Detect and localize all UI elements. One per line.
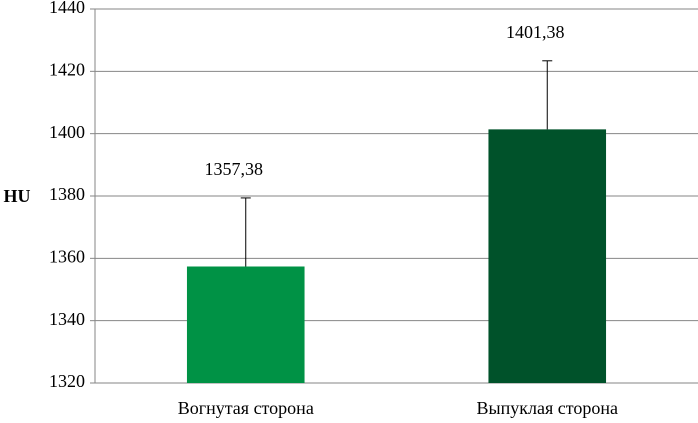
value-label: 1357,38	[205, 159, 264, 179]
y-tick-label: 1420	[49, 59, 85, 79]
y-tick-label: 1380	[49, 184, 85, 204]
y-axis-label: HU	[4, 186, 31, 206]
x-tick-label: Выпуклая сторона	[477, 398, 618, 418]
y-tick-label: 1320	[49, 371, 85, 391]
y-tick-label: 1340	[49, 309, 85, 329]
y-tick-label: 1400	[49, 122, 85, 142]
bar	[186, 266, 305, 383]
y-tick-label: 1360	[49, 246, 85, 266]
y-tick-label: 1440	[49, 0, 85, 17]
bar	[488, 129, 607, 383]
value-label: 1401,38	[506, 22, 565, 42]
x-tick-label: Вогнутая сторона	[178, 398, 314, 418]
